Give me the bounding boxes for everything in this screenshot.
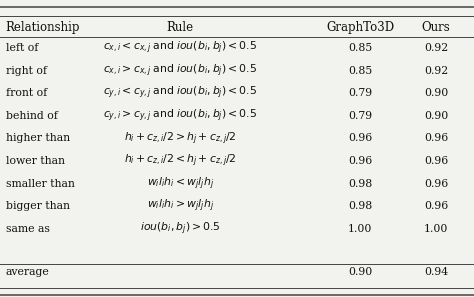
Text: 0.90: 0.90 <box>424 111 448 121</box>
Text: front of: front of <box>6 88 47 98</box>
Text: 0.90: 0.90 <box>424 88 448 98</box>
Text: 0.92: 0.92 <box>424 43 448 53</box>
Text: $w_i l_i h_i < w_j l_j h_j$: $w_i l_i h_i < w_j l_j h_j$ <box>146 175 214 192</box>
Text: $h_i + c_{z,i}/2 < h_j + c_{z,j}/2$: $h_i + c_{z,i}/2 < h_j + c_{z,j}/2$ <box>124 153 237 169</box>
Text: smaller than: smaller than <box>6 178 74 189</box>
Text: 0.90: 0.90 <box>348 267 373 277</box>
Text: 0.96: 0.96 <box>424 201 448 211</box>
Text: 0.79: 0.79 <box>348 88 372 98</box>
Text: bigger than: bigger than <box>6 201 70 211</box>
Text: $c_{y,i} < c_{y,j}\;\mathrm{and}\; iou(b_i, b_j) < 0.5$: $c_{y,i} < c_{y,j}\;\mathrm{and}\; iou(b… <box>103 85 257 102</box>
Text: 0.96: 0.96 <box>424 156 448 166</box>
Text: Rule: Rule <box>166 21 194 34</box>
Text: lower than: lower than <box>6 156 64 166</box>
Text: 0.98: 0.98 <box>348 178 373 189</box>
Text: GraphTo3D: GraphTo3D <box>326 21 394 34</box>
Text: same as: same as <box>6 224 50 234</box>
Text: right of: right of <box>6 66 46 76</box>
Text: Relationship: Relationship <box>6 21 80 34</box>
Text: $c_{y,i} > c_{y,j}\;\mathrm{and}\; iou(b_i, b_j) < 0.5$: $c_{y,i} > c_{y,j}\;\mathrm{and}\; iou(b… <box>103 108 257 124</box>
Text: average: average <box>6 267 49 277</box>
Text: higher than: higher than <box>6 133 70 143</box>
Text: $w_i l_i h_i > w_j l_j h_j$: $w_i l_i h_i > w_j l_j h_j$ <box>146 198 214 214</box>
Text: $c_{x,i} < c_{x,j}\;\mathrm{and}\; iou(b_i, b_j) < 0.5$: $c_{x,i} < c_{x,j}\;\mathrm{and}\; iou(b… <box>103 40 257 56</box>
Text: 0.94: 0.94 <box>424 267 448 277</box>
Text: 0.96: 0.96 <box>348 156 373 166</box>
Text: 0.85: 0.85 <box>348 43 373 53</box>
Text: $c_{x,i} > c_{x,j}\;\mathrm{and}\; iou(b_i, b_j) < 0.5$: $c_{x,i} > c_{x,j}\;\mathrm{and}\; iou(b… <box>103 62 257 79</box>
Text: 0.96: 0.96 <box>424 133 448 143</box>
Text: left of: left of <box>6 43 38 53</box>
Text: 0.85: 0.85 <box>348 66 373 76</box>
Text: 0.96: 0.96 <box>424 178 448 189</box>
Text: 0.92: 0.92 <box>424 66 448 76</box>
Text: 0.96: 0.96 <box>348 133 373 143</box>
Text: 1.00: 1.00 <box>348 224 373 234</box>
Text: 0.79: 0.79 <box>348 111 372 121</box>
Text: $h_i + c_{z,i}/2 > h_j + c_{z,j}/2$: $h_i + c_{z,i}/2 > h_j + c_{z,j}/2$ <box>124 130 237 147</box>
Text: 0.98: 0.98 <box>348 201 373 211</box>
Text: 1.00: 1.00 <box>424 224 448 234</box>
Text: Ours: Ours <box>422 21 450 34</box>
Text: behind of: behind of <box>6 111 57 121</box>
Text: $iou(b_i, b_j) > 0.5$: $iou(b_i, b_j) > 0.5$ <box>140 220 220 237</box>
